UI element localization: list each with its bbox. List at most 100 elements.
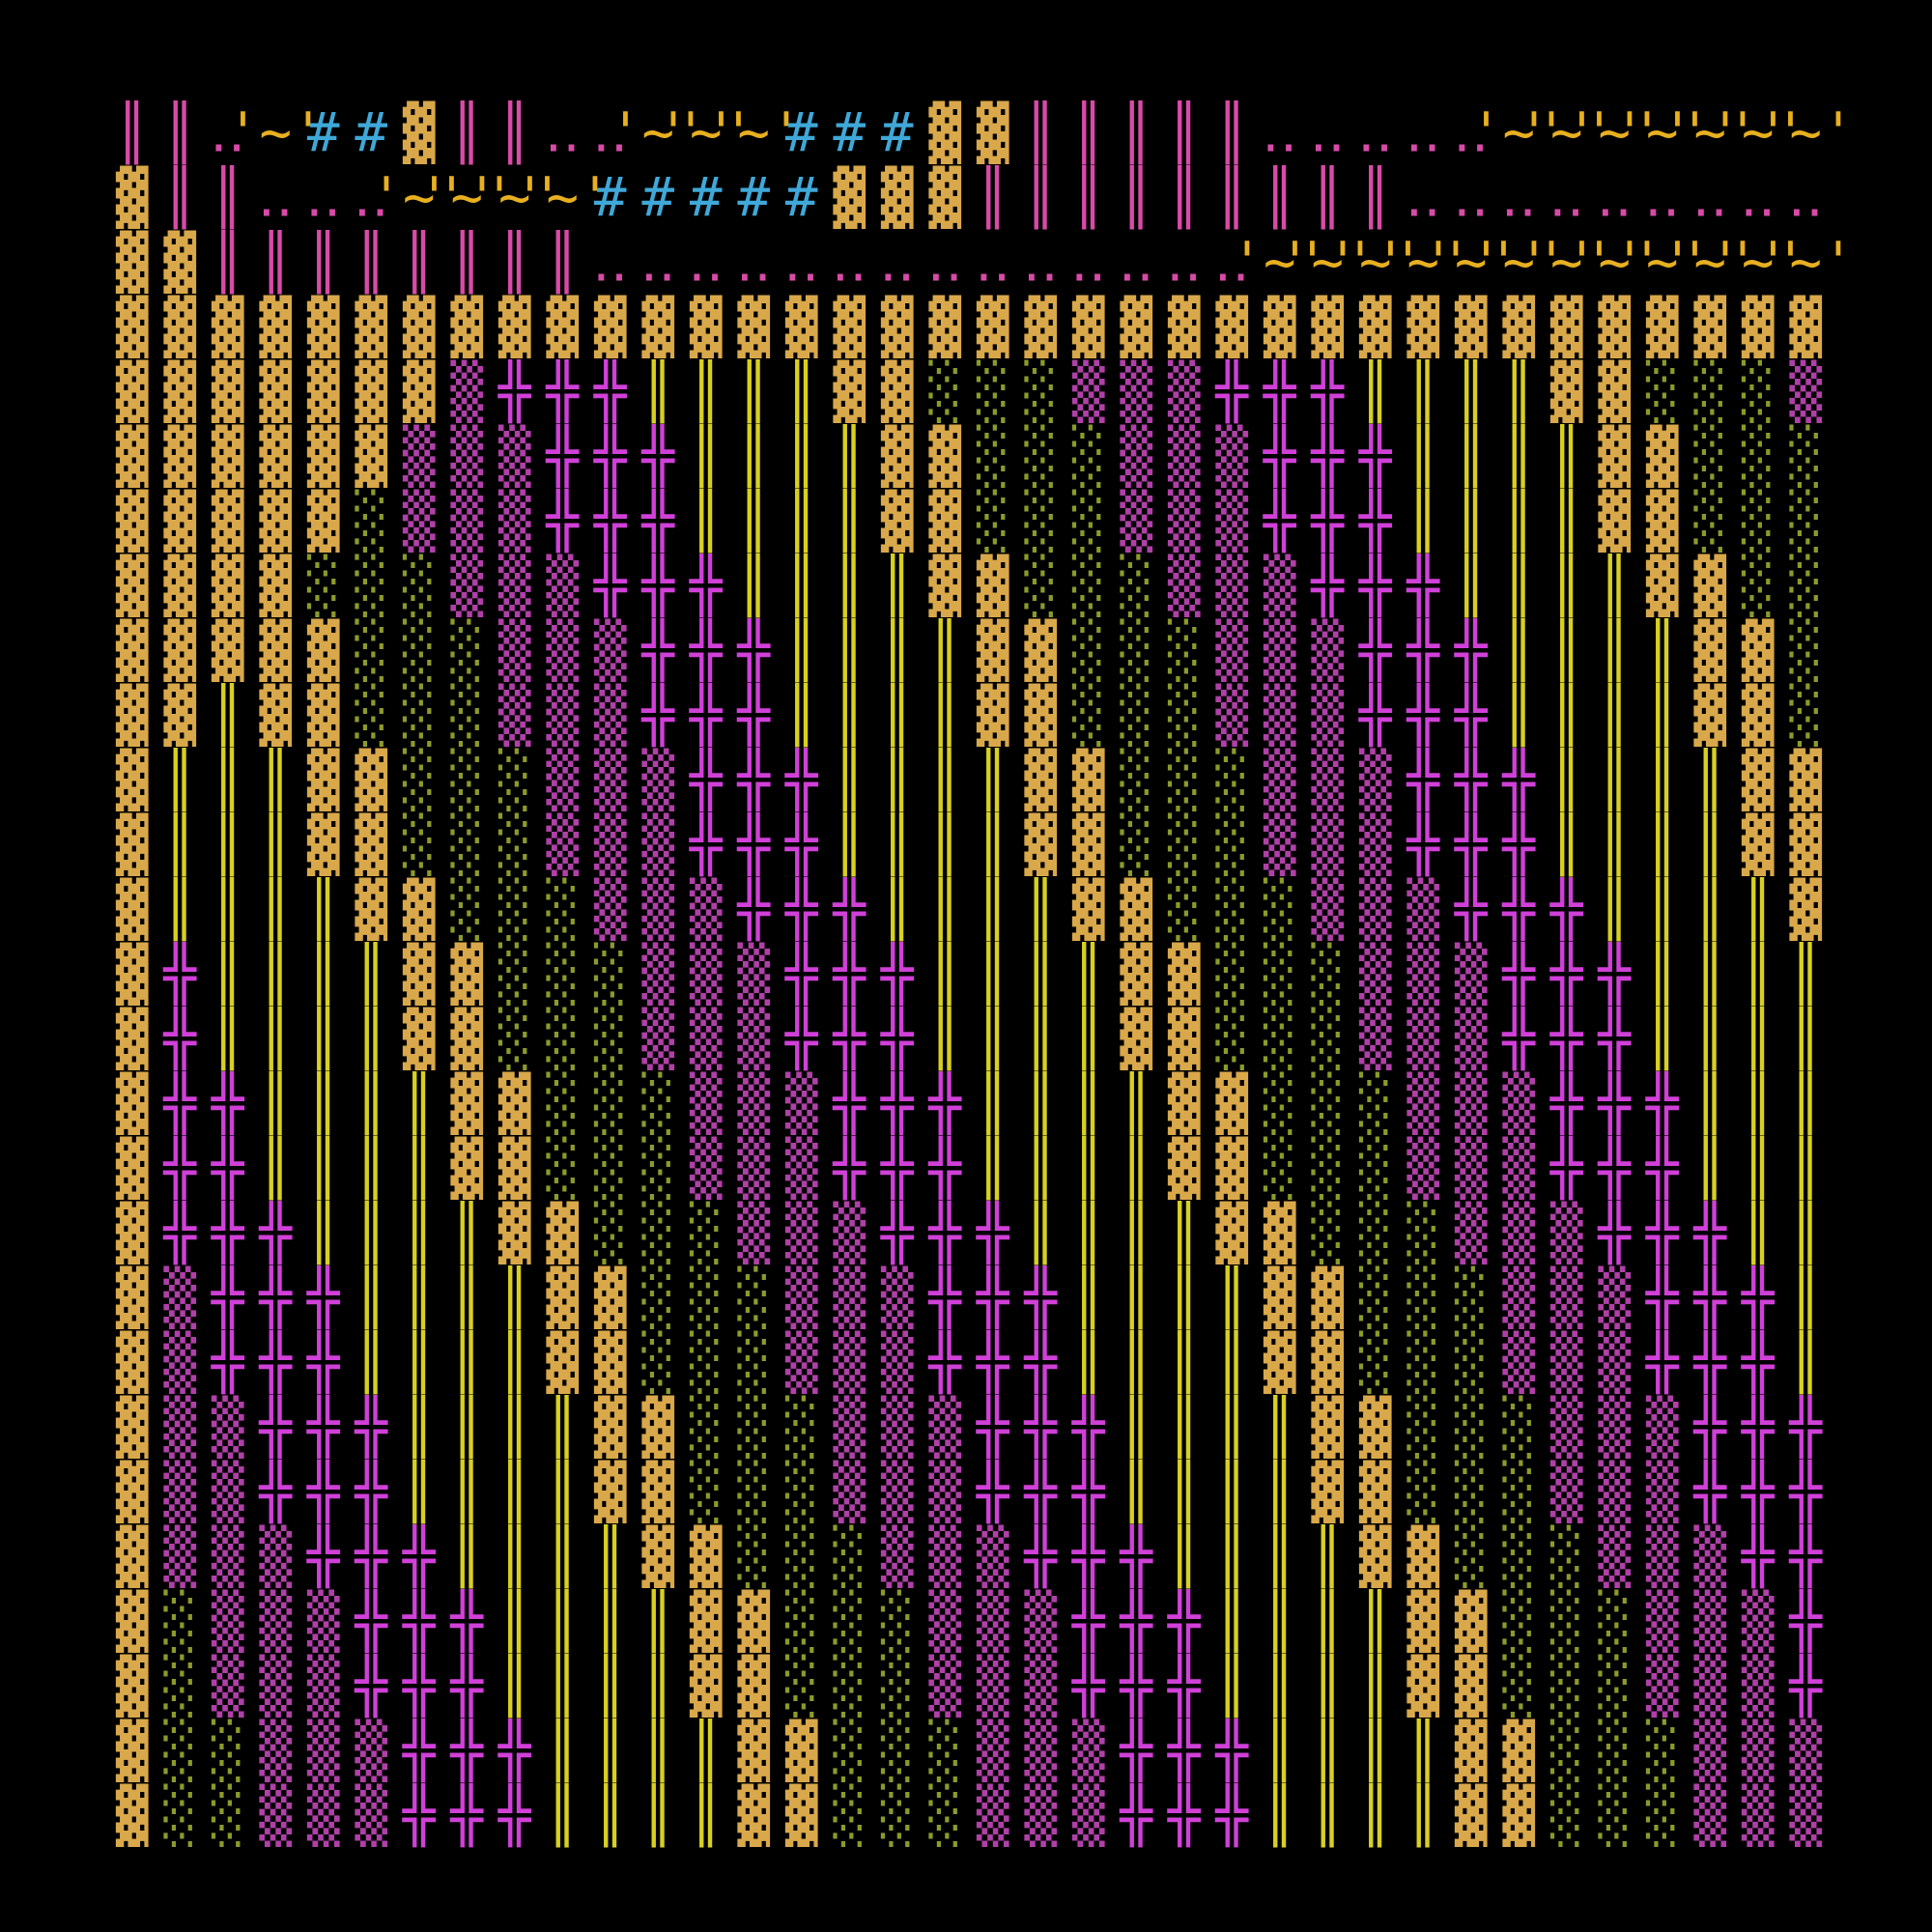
- yellow-bar-glyph: ║: [1120, 1201, 1152, 1265]
- block-glyph: ▓: [737, 296, 770, 359]
- cross-glyph: ╬: [1741, 1395, 1776, 1460]
- block-glyph: ▓: [1789, 878, 1822, 942]
- green-shade-glyph: ░: [1550, 1719, 1583, 1783]
- cross-glyph: ╬: [880, 1071, 915, 1136]
- yellow-bar-glyph: ║: [594, 1783, 627, 1848]
- cross-glyph: ╬: [1454, 683, 1489, 748]
- dots-glyph: ‥: [1788, 167, 1824, 230]
- cross-glyph: ╬: [1549, 1007, 1584, 1071]
- pink-shade-glyph: ▒: [163, 1395, 196, 1460]
- block-glyph: ▓: [450, 943, 483, 1007]
- pink-shade-glyph: ▒: [259, 1783, 292, 1848]
- green-shade-glyph: ░: [163, 1590, 196, 1654]
- cross-glyph: ╬: [927, 1201, 962, 1265]
- yellow-bar-glyph: ║: [1598, 877, 1631, 942]
- cross-glyph: ╬: [1597, 1201, 1632, 1265]
- cross-glyph: ╬: [354, 1654, 388, 1719]
- block-glyph: ▓: [690, 1590, 723, 1654]
- green-shade-glyph: ░: [450, 813, 483, 877]
- tilde-glyph: '~': [1279, 232, 1377, 295]
- pink-shade-glyph: ▒: [1742, 1719, 1775, 1783]
- yellow-bar-glyph: ║: [1646, 1007, 1679, 1071]
- yellow-bar-glyph: ║: [1215, 1395, 1248, 1460]
- green-shade-glyph: ░: [785, 1461, 818, 1524]
- pink-shade-glyph: ▒: [833, 1330, 866, 1395]
- cross-glyph: ╬: [640, 618, 675, 683]
- pink-bar-glyph: ║: [259, 230, 292, 295]
- pink-shade-glyph: ▒: [737, 1071, 770, 1136]
- cross-glyph: ╬: [1741, 1330, 1776, 1395]
- green-shade-glyph: ░: [403, 619, 436, 683]
- cross-glyph: ╬: [1358, 554, 1393, 618]
- block-glyph: ▓: [1168, 943, 1201, 1007]
- block-glyph: ▓: [785, 1784, 818, 1848]
- pink-shade-glyph: ▒: [833, 1395, 866, 1460]
- green-shade-glyph: ░: [928, 1719, 961, 1783]
- yellow-bar-glyph: ║: [690, 359, 723, 424]
- yellow-bar-glyph: ║: [546, 1783, 579, 1848]
- pink-shade-glyph: ▒: [450, 359, 483, 424]
- block-glyph: ▓: [1693, 619, 1726, 683]
- dots-glyph: ‥: [783, 232, 819, 295]
- pink-shade-glyph: ▒: [1215, 489, 1248, 554]
- green-shade-glyph: ░: [1264, 878, 1296, 942]
- cross-glyph: ╬: [1214, 359, 1249, 424]
- pink-bar-glyph: ║: [163, 100, 196, 165]
- yellow-bar-glyph: ║: [1120, 1265, 1152, 1330]
- block-glyph: ▓: [881, 296, 914, 359]
- yellow-bar-glyph: ║: [1168, 1395, 1201, 1460]
- pink-shade-glyph: ▒: [690, 877, 723, 942]
- pink-shade-glyph: ▒: [546, 812, 579, 877]
- yellow-bar-glyph: ║: [1072, 942, 1105, 1007]
- cross-glyph: ╬: [306, 1395, 341, 1460]
- block-glyph: ▓: [116, 296, 149, 359]
- green-shade-glyph: ░: [1598, 1655, 1631, 1719]
- pink-shade-glyph: ▒: [1311, 812, 1344, 877]
- cross-glyph: ╬: [1071, 1589, 1106, 1654]
- block-glyph: ▓: [259, 490, 292, 554]
- tilde-glyph: '~': [1375, 232, 1472, 295]
- yellow-bar-glyph: ║: [1311, 1524, 1344, 1589]
- pink-shade-glyph: ▒: [355, 1719, 387, 1783]
- pink-shade-glyph: ▒: [833, 1201, 866, 1265]
- green-shade-glyph: ░: [1789, 554, 1822, 618]
- pink-shade-glyph: ▒: [785, 1136, 818, 1201]
- yellow-bar-glyph: ║: [1598, 748, 1631, 812]
- tilde-glyph: '~': [418, 167, 516, 230]
- block-glyph: ▓: [116, 1396, 149, 1460]
- green-shade-glyph: ░: [737, 1461, 770, 1524]
- pink-shade-glyph: ▒: [1359, 877, 1392, 942]
- pink-shade-glyph: ▒: [1406, 877, 1439, 942]
- yellow-bar-glyph: ║: [1502, 424, 1535, 489]
- pink-shade-glyph: ▒: [1550, 1330, 1583, 1395]
- pink-shade-glyph: ▒: [498, 424, 531, 489]
- pink-shade-glyph: ▒: [1406, 1136, 1439, 1201]
- pink-shade-glyph: ▒: [737, 1201, 770, 1265]
- block-glyph: ▓: [546, 296, 579, 359]
- green-shade-glyph: ░: [737, 1525, 770, 1589]
- dots-glyph: ‥: [545, 102, 581, 165]
- dots-glyph: ‥: [832, 232, 867, 295]
- pink-shade-glyph: ▒: [450, 554, 483, 618]
- block-glyph: ▓: [116, 1331, 149, 1395]
- cross-glyph: ╬: [1263, 424, 1297, 489]
- cross-glyph: ╬: [689, 554, 724, 618]
- block-glyph: ▓: [1598, 296, 1631, 359]
- green-shade-glyph: ░: [1742, 554, 1775, 618]
- pink-shade-glyph: ▒: [498, 554, 531, 618]
- cross-glyph: ╬: [1501, 748, 1536, 812]
- pink-bar-glyph: ║: [450, 230, 483, 295]
- green-shade-glyph: ░: [546, 1008, 579, 1071]
- yellow-bar-glyph: ║: [1215, 1265, 1248, 1330]
- yellow-bar-glyph: ║: [1693, 942, 1726, 1007]
- green-shade-glyph: ░: [1502, 1590, 1535, 1654]
- block-glyph: ▓: [163, 490, 196, 554]
- cross-glyph: ╬: [449, 1783, 484, 1848]
- yellow-bar-glyph: ║: [1024, 877, 1057, 942]
- block-glyph: ▓: [212, 619, 244, 683]
- pink-shade-glyph: ▒: [977, 1719, 1009, 1783]
- yellow-bar-glyph: ║: [977, 1071, 1009, 1136]
- dots-glyph: ‥: [210, 102, 245, 165]
- cross-glyph: ╬: [1549, 877, 1584, 942]
- yellow-bar-glyph: ║: [163, 812, 196, 877]
